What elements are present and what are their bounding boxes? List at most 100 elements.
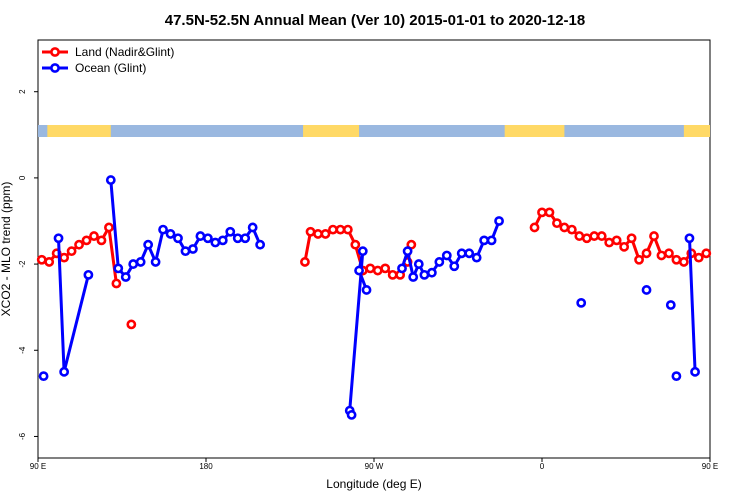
data-point (537, 207, 547, 218)
data-point (89, 231, 99, 241)
data-point (300, 257, 310, 267)
data-point (626, 233, 637, 244)
data-point (649, 231, 659, 241)
data-point (449, 261, 460, 272)
series-land (36, 207, 712, 330)
data-point (671, 254, 682, 265)
data-point (96, 235, 107, 246)
data-point (690, 366, 700, 377)
data-point (684, 233, 695, 244)
x-tick-label: 90 W (365, 462, 384, 471)
legend-marker (50, 47, 60, 57)
legend-label: Land (Nadir&Glint) (75, 45, 174, 59)
x-tick-label: 180 (199, 462, 213, 471)
data-point (66, 246, 77, 257)
x-axis: 90 E 180 90 W 0 90 E (30, 458, 718, 471)
data-point (346, 410, 357, 420)
data-point (641, 248, 652, 259)
data-point (180, 246, 191, 257)
data-point (664, 248, 674, 259)
data-point (387, 269, 398, 280)
data-point (135, 257, 146, 267)
mask-ocean-band (359, 125, 505, 137)
data-point (441, 250, 452, 261)
data-point (581, 233, 592, 244)
y-tick-label: -6 (18, 432, 27, 440)
data-point (397, 263, 407, 274)
data-point (173, 233, 183, 244)
data-point (361, 285, 372, 295)
y-tick-label: -2 (18, 260, 27, 268)
plot-area (37, 39, 711, 459)
data-point (328, 224, 338, 235)
data-point (247, 222, 258, 233)
data-point (305, 226, 316, 237)
data-point (158, 224, 168, 235)
data-point (552, 218, 562, 229)
data-point (350, 239, 361, 250)
y-tick-label: 0 (18, 175, 27, 180)
y-axis: 2 0 -2 -4 -6 (18, 89, 38, 440)
data-point (589, 231, 600, 241)
mask-ocean-band (564, 125, 684, 137)
data-point (419, 269, 430, 280)
series-layer (36, 175, 712, 420)
data-point (574, 231, 585, 241)
data-point (408, 272, 419, 282)
x-tick-label: 90 E (702, 462, 718, 471)
data-point (464, 248, 475, 259)
data-point (486, 235, 497, 246)
data-point (611, 235, 622, 246)
data-point (53, 233, 64, 244)
data-point (372, 265, 383, 276)
data-point (665, 300, 676, 310)
data-point (165, 229, 176, 239)
data-point (619, 241, 630, 252)
data-point (120, 272, 131, 282)
data-point (701, 248, 712, 259)
data-point (671, 371, 682, 382)
data-point (402, 246, 413, 257)
x-tick-label: 0 (540, 462, 545, 471)
data-point (143, 239, 154, 250)
series-ocean (38, 175, 700, 420)
x-axis-label: Longitude (deg E) (326, 477, 421, 491)
data-point (59, 252, 70, 263)
data-point (217, 235, 228, 246)
chart-title: 47.5N-52.5N Annual Mean (Ver 10) 2015-01… (165, 12, 585, 29)
data-point (313, 229, 323, 239)
y-tick-label: 2 (18, 89, 27, 94)
data-point (471, 252, 482, 263)
data-point (38, 371, 49, 382)
data-point (83, 269, 94, 280)
data-point (335, 224, 346, 235)
series-line (688, 238, 697, 372)
data-point (81, 235, 92, 246)
data-point (225, 226, 236, 237)
data-point (74, 239, 84, 250)
legend-marker (50, 63, 60, 73)
data-point (342, 224, 353, 235)
data-point (544, 207, 555, 218)
data-point (566, 224, 577, 235)
data-point (604, 237, 615, 248)
y-tick-label: -4 (18, 346, 27, 354)
data-point (479, 235, 490, 246)
data-point (494, 216, 504, 226)
data-point (365, 263, 376, 274)
data-point (44, 257, 55, 267)
data-point (656, 250, 667, 261)
data-point (105, 175, 116, 185)
data-point (413, 259, 424, 269)
data-point (678, 257, 689, 267)
land-ocean-mask (38, 125, 710, 137)
data-point (150, 257, 161, 267)
data-point (434, 257, 445, 267)
mask-ocean-band (110, 125, 304, 137)
legend-label: Ocean (Glint) (75, 61, 146, 75)
series-line (348, 250, 368, 416)
data-point (111, 278, 122, 289)
data-point (240, 233, 251, 244)
mask-ocean-band (38, 125, 48, 137)
